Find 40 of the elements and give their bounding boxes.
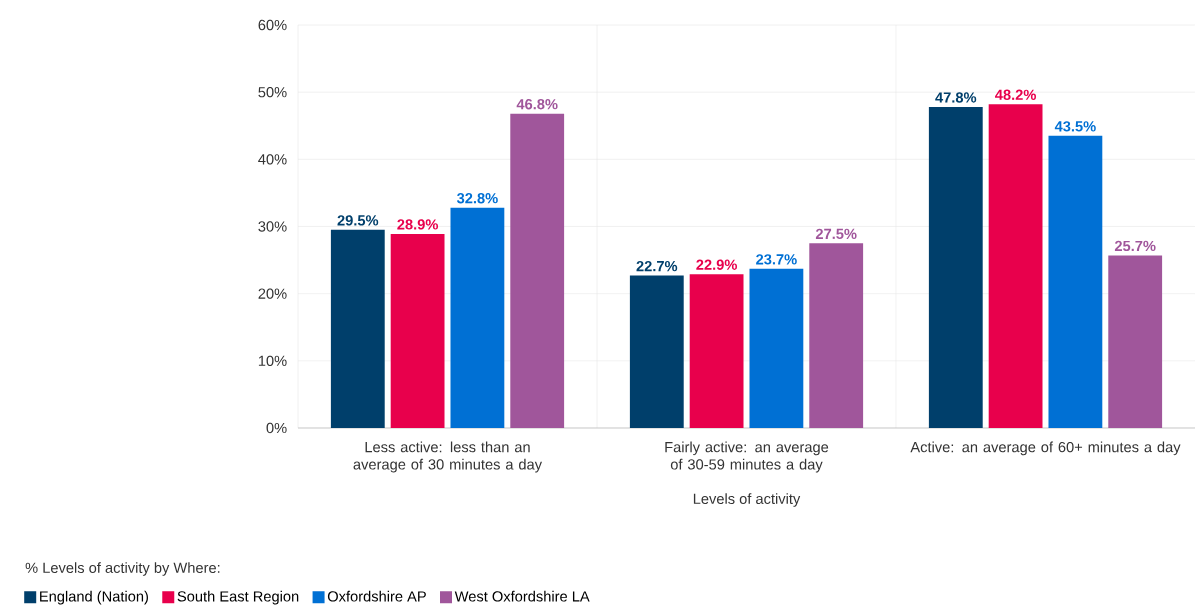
- y-tick-label: 20%: [258, 288, 287, 299]
- legend-label: South East Region: [177, 590, 299, 605]
- data-label: 27.5%: [815, 228, 857, 240]
- legend-title: % Levels of activity by Where:: [25, 562, 220, 576]
- data-label: 48.2%: [995, 89, 1036, 100]
- y-tick-label: 30%: [258, 221, 287, 232]
- data-label: 23.7%: [756, 254, 797, 265]
- bar: [1108, 255, 1163, 428]
- bar: [330, 229, 385, 428]
- y-tick-label: 60%: [258, 19, 287, 31]
- data-label: 32.8%: [456, 193, 498, 204]
- bar: [450, 207, 505, 428]
- bar: [1048, 135, 1103, 428]
- x-tick-label: Fairly active: an average of 30-59 minutes a day: [665, 441, 829, 473]
- bar: [928, 106, 983, 428]
- legend-label: England (Nation): [40, 590, 148, 605]
- x-tick-label: Less active: less than an average of 30 minutes a day: [353, 441, 542, 473]
- legend-label: West Oxfordshire LA: [454, 590, 590, 602]
- bar: [689, 274, 744, 428]
- data-label: 22.7%: [636, 260, 678, 272]
- y-tick-label: 0%: [266, 422, 287, 434]
- data-label: 25.7%: [1114, 240, 1156, 252]
- bar: [749, 268, 804, 428]
- bar: [390, 233, 445, 428]
- data-label: 22.9%: [696, 259, 737, 270]
- bar: [809, 243, 864, 428]
- y-tick-label: 50%: [258, 86, 287, 98]
- data-label: 43.5%: [1054, 121, 1096, 132]
- bar: [629, 275, 684, 428]
- data-label: 28.9%: [397, 219, 438, 230]
- data-label: 29.5%: [337, 215, 379, 226]
- x-tick-label: Active: an average of 60+ minutes a day: [910, 441, 1181, 456]
- data-label: 47.8%: [935, 92, 977, 103]
- bar: [988, 104, 1043, 428]
- data-label: 46.8%: [516, 99, 558, 110]
- x-axis-title: Levels of activity: [693, 493, 801, 507]
- bar: [510, 113, 565, 428]
- y-tick-label: 10%: [258, 355, 287, 367]
- legend-label: Oxfordshire AP: [327, 590, 426, 602]
- y-tick-label: 40%: [258, 154, 287, 165]
